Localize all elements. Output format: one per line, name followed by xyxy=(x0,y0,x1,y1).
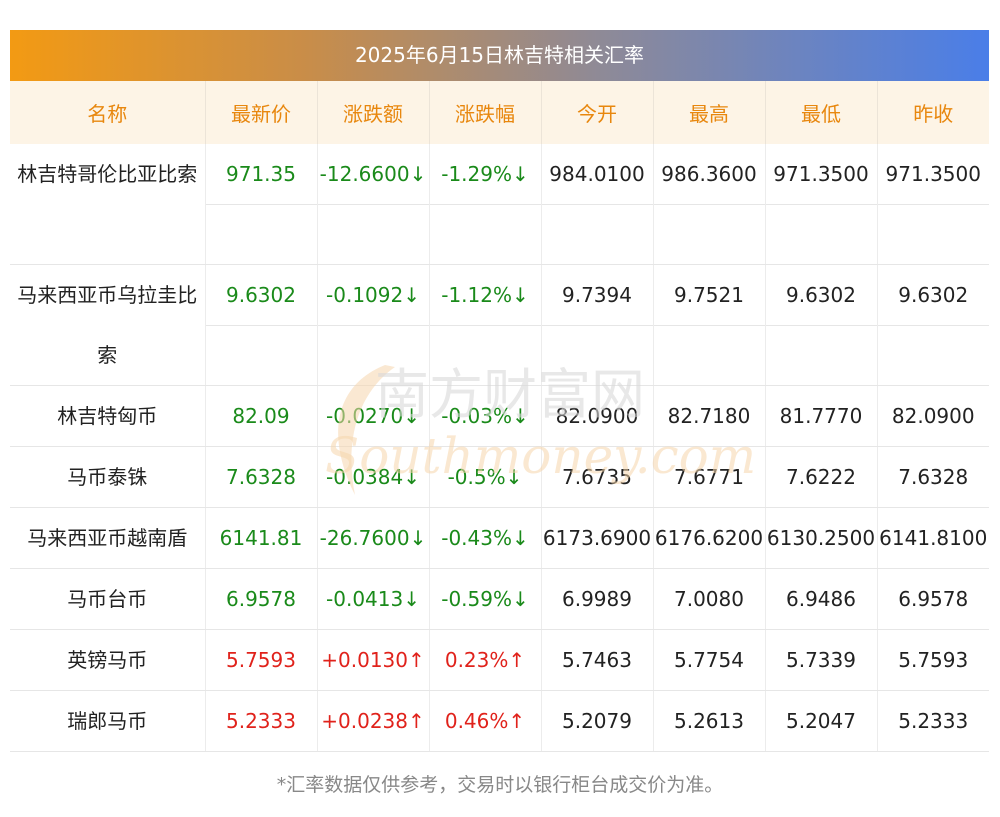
table-row: 马币台币 6.9578 -0.0413↓ -0.59%↓ 6.9989 7.0080 6.9… xyxy=(10,568,989,630)
cell-prev-close: 6.9578 xyxy=(877,568,989,630)
cell-high: 5.7754 xyxy=(653,629,766,691)
table-row: 林吉特哥伦比亚比索 971.35 -12.6600↓ -1.29%↓ 984.0100 9… xyxy=(10,144,989,265)
cell-name: 英镑马币 xyxy=(10,629,206,691)
cell-prev-close: 6141.8100 xyxy=(877,507,989,569)
cell-open: 5.2079 xyxy=(541,690,654,752)
cell-open: 984.0100 xyxy=(541,144,654,265)
cell-low: 81.7770 xyxy=(765,385,878,447)
cell-open: 5.7463 xyxy=(541,629,654,691)
cell-high: 7.6771 xyxy=(653,446,766,508)
cell-name: 马来西亚币越南盾 xyxy=(10,507,206,569)
cell-name: 马来西亚币乌拉圭比索 xyxy=(10,264,206,386)
cell-low: 6.9486 xyxy=(765,568,878,630)
table-row: 马来西亚币越南盾 6141.81 -26.7600↓ -0.43%↓ 6173.6900… xyxy=(10,507,989,569)
header-low: 最低 xyxy=(765,81,878,144)
cell-latest: 6141.81 xyxy=(205,507,318,569)
cell-high: 9.7521 xyxy=(653,264,766,386)
cell-prev-close: 5.2333 xyxy=(877,690,989,752)
cell-high: 6176.6200 xyxy=(653,507,766,569)
cell-latest: 971.35 xyxy=(205,144,318,265)
cell-open: 82.0900 xyxy=(541,385,654,447)
cell-latest: 9.6302 xyxy=(205,264,318,386)
cell-change-pct: -0.03%↓ xyxy=(429,385,542,447)
table-row: 马币泰铢 7.6328 -0.0384↓ -0.5%↓ 7.6735 7.6771 7.62… xyxy=(10,446,989,508)
cell-name: 瑞郎马币 xyxy=(10,690,206,752)
header-name: 名称 xyxy=(10,81,206,144)
header-open: 今开 xyxy=(541,81,654,144)
cell-change-pct: -1.12%↓ xyxy=(429,264,542,386)
cell-low: 7.6222 xyxy=(765,446,878,508)
cell-change: -0.0413↓ xyxy=(317,568,430,630)
cell-name: 林吉特哥伦比亚比索 xyxy=(10,144,206,265)
cell-high: 986.3600 xyxy=(653,144,766,265)
footnote: *汇率数据仅供参考，交易时以银行柜台成交价为准。 xyxy=(276,774,724,796)
cell-name: 马币台币 xyxy=(10,568,206,630)
cell-high: 82.7180 xyxy=(653,385,766,447)
table-row: 瑞郎马币 5.2333 +0.0238↑ 0.46%↑ 5.2079 5.2613 5.20… xyxy=(10,690,989,752)
rates-table: 名称 最新价 涨跌额 涨跌幅 今开 最高 最低 昨收 林吉特哥伦比亚比索 971.… xyxy=(10,81,989,752)
cell-latest: 5.2333 xyxy=(205,690,318,752)
cell-prev-close: 9.6302 xyxy=(877,264,989,386)
cell-prev-close: 82.0900 xyxy=(877,385,989,447)
cell-latest: 5.7593 xyxy=(205,629,318,691)
cell-prev-close: 971.3500 xyxy=(877,144,989,265)
cell-change: -26.7600↓ xyxy=(317,507,430,569)
header-high: 最高 xyxy=(653,81,766,144)
cell-change-pct: -0.5%↓ xyxy=(429,446,542,508)
table-title: 2025年6月15日林吉特相关汇率 xyxy=(10,30,989,81)
cell-open: 6173.6900 xyxy=(541,507,654,569)
header-latest: 最新价 xyxy=(205,81,318,144)
cell-name: 林吉特匈币 xyxy=(10,385,206,447)
cell-change: +0.0130↑ xyxy=(317,629,430,691)
cell-change-pct: 0.23%↑ xyxy=(429,629,542,691)
table-row: 马来西亚币乌拉圭比索 9.6302 -0.1092↓ -1.12%↓ 9.7394 9.7… xyxy=(10,264,989,386)
cell-latest: 6.9578 xyxy=(205,568,318,630)
cell-change: -0.0270↓ xyxy=(317,385,430,447)
cell-change: -0.0384↓ xyxy=(317,446,430,508)
cell-open: 9.7394 xyxy=(541,264,654,386)
cell-low: 971.3500 xyxy=(765,144,878,265)
cell-change-pct: 0.46%↑ xyxy=(429,690,542,752)
header-change: 涨跌额 xyxy=(317,81,430,144)
rates-panel: 2025年6月15日林吉特相关汇率 名称 最新价 涨跌额 涨跌幅 今开 最高 最… xyxy=(10,30,989,752)
header-prev-close: 昨收 xyxy=(877,81,989,144)
cell-low: 9.6302 xyxy=(765,264,878,386)
cell-open: 6.9989 xyxy=(541,568,654,630)
cell-high: 5.2613 xyxy=(653,690,766,752)
cell-latest: 7.6328 xyxy=(205,446,318,508)
cell-low: 6130.2500 xyxy=(765,507,878,569)
table-row: 英镑马币 5.7593 +0.0130↑ 0.23%↑ 5.7463 5.7754 5.73… xyxy=(10,629,989,691)
cell-latest: 82.09 xyxy=(205,385,318,447)
cell-low: 5.7339 xyxy=(765,629,878,691)
table-row: 林吉特匈币 82.09 -0.0270↓ -0.03%↓ 82.0900 82.7180 8… xyxy=(10,385,989,447)
cell-open: 7.6735 xyxy=(541,446,654,508)
cell-change-pct: -0.59%↓ xyxy=(429,568,542,630)
cell-change: -0.1092↓ xyxy=(317,264,430,386)
header-change-pct: 涨跌幅 xyxy=(429,81,542,144)
cell-change-pct: -0.43%↓ xyxy=(429,507,542,569)
cell-prev-close: 7.6328 xyxy=(877,446,989,508)
cell-high: 7.0080 xyxy=(653,568,766,630)
cell-name: 马币泰铢 xyxy=(10,446,206,508)
cell-change-pct: -1.29%↓ xyxy=(429,144,542,265)
cell-low: 5.2047 xyxy=(765,690,878,752)
cell-prev-close: 5.7593 xyxy=(877,629,989,691)
header-row: 名称 最新价 涨跌额 涨跌幅 今开 最高 最低 昨收 xyxy=(10,81,989,144)
cell-change: +0.0238↑ xyxy=(317,690,430,752)
cell-change: -12.6600↓ xyxy=(317,144,430,265)
